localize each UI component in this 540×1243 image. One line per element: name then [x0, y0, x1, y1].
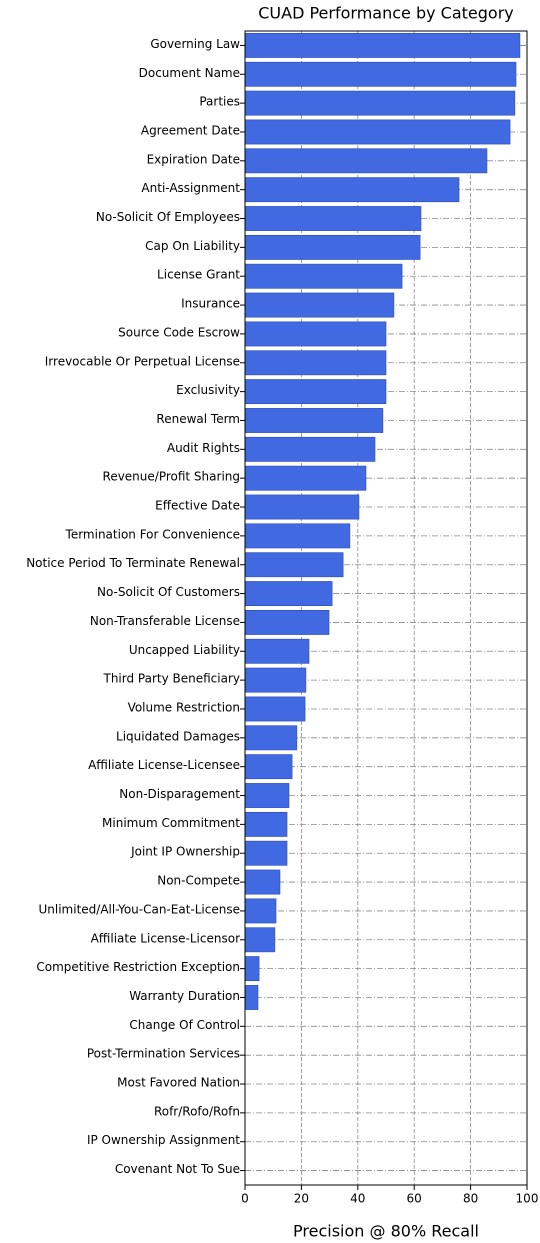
- bar: [244, 956, 260, 982]
- bar: [244, 234, 421, 260]
- bar: [244, 263, 403, 289]
- bar: [244, 119, 511, 145]
- y-tick-label: Post-Termination Services: [87, 1047, 240, 1061]
- y-tick-label: Effective Date: [155, 499, 240, 513]
- bar: [244, 581, 333, 606]
- bar: [244, 783, 290, 808]
- y-tick-label: Anti-Assignment: [141, 181, 240, 195]
- bar: [244, 148, 488, 174]
- y-tick-label: Termination For Convenience: [65, 527, 240, 541]
- y-tick-label: Most Favored Nation: [117, 1076, 240, 1090]
- y-tick-label: Exclusivity: [176, 383, 240, 397]
- bar: [244, 638, 310, 664]
- bar: [244, 725, 298, 751]
- x-tick-label: 0: [241, 1192, 249, 1206]
- bar: [244, 754, 293, 780]
- y-tick-label: Volume Restriction: [128, 700, 240, 714]
- bar: [244, 898, 277, 924]
- y-tick-label: Irrevocable Or Perpetual License: [45, 354, 240, 368]
- bar: [244, 436, 376, 462]
- y-tick-label: IP Ownership Assignment: [87, 1133, 240, 1147]
- y-tick-label: Warranty Duration: [129, 989, 240, 1003]
- y-tick-label: Renewal Term: [156, 412, 240, 426]
- bar: [244, 696, 306, 722]
- bar: [244, 292, 395, 318]
- y-tick-label: Agreement Date: [141, 123, 240, 137]
- y-tick-label: License Grant: [157, 268, 240, 282]
- bar: [244, 465, 367, 491]
- chart-title: CUAD Performance by Category: [258, 4, 514, 23]
- bar: [244, 667, 307, 693]
- bar: [244, 321, 387, 347]
- plot-frame: [244, 30, 528, 1186]
- bar: [244, 33, 521, 58]
- bar: [244, 552, 344, 578]
- y-tick-label: Parties: [199, 95, 240, 109]
- bar: [244, 811, 288, 837]
- y-tick-label: Source Code Escrow: [118, 325, 240, 339]
- bar: [244, 610, 330, 635]
- bar: [244, 379, 387, 405]
- y-tick-label: Non-Transferable License: [90, 614, 240, 628]
- y-tick-label: Cap On Liability: [145, 239, 240, 253]
- y-tick-label: Affiliate License-Licensee: [88, 758, 240, 772]
- bar: [244, 408, 384, 433]
- x-tick-label: 60: [407, 1192, 422, 1206]
- y-tick-label: Non-Compete: [157, 874, 240, 888]
- x-axis-label: Precision @ 80% Recall: [293, 1222, 479, 1241]
- x-tick-label: 80: [463, 1192, 478, 1206]
- y-tick-label: Change Of Control: [129, 1018, 240, 1032]
- x-tick-label: 100: [516, 1192, 539, 1206]
- y-tick-label: No-Solicit Of Customers: [97, 585, 240, 599]
- y-tick-label: Liquidated Damages: [116, 729, 240, 743]
- y-tick-label: Minimum Commitment: [102, 816, 240, 830]
- y-tick-label: No-Solicit Of Employees: [96, 210, 240, 224]
- bar: [244, 869, 281, 895]
- bar: [244, 840, 288, 866]
- y-tick-label: Uncapped Liability: [129, 643, 240, 657]
- bar: [244, 206, 422, 231]
- y-tick-label: Governing Law: [150, 37, 240, 51]
- y-tick-label: Joint IP Ownership: [130, 845, 240, 859]
- y-tick-label: Document Name: [139, 66, 240, 80]
- x-tick-label: 20: [294, 1192, 309, 1206]
- y-tick-label: Revenue/Profit Sharing: [103, 470, 240, 484]
- bar: [244, 985, 259, 1010]
- bar: [244, 494, 360, 520]
- bar: [244, 523, 351, 549]
- y-tick-label: Competitive Restriction Exception: [36, 960, 240, 974]
- bar: [244, 177, 460, 203]
- y-tick-label: Audit Rights: [167, 441, 240, 455]
- y-tick-label: Non-Disparagement: [119, 787, 240, 801]
- y-tick-label: Rofr/Rofo/Rofn: [154, 1104, 240, 1118]
- y-tick-label: Expiration Date: [147, 152, 240, 166]
- y-tick-label: Insurance: [181, 297, 240, 311]
- y-tick-label: Third Party Beneficiary: [102, 672, 240, 686]
- bar: [244, 350, 387, 376]
- bar: [244, 61, 517, 87]
- y-tick-label: Unlimited/All-You-Can-Eat-License: [38, 902, 240, 916]
- bar: [244, 90, 516, 116]
- bar: [244, 927, 276, 953]
- y-tick-label: Notice Period To Terminate Renewal: [26, 556, 240, 570]
- x-tick-label: 40: [350, 1192, 365, 1206]
- y-tick-label: Covenant Not To Sue: [115, 1162, 240, 1176]
- y-tick-label: Affiliate License-Licensor: [91, 931, 241, 945]
